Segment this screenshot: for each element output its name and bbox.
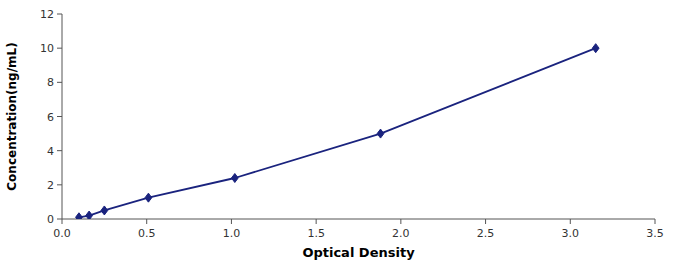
x-tick: [146, 219, 147, 224]
y-tick: [57, 82, 62, 83]
x-tick-label: 2.5: [477, 227, 495, 240]
y-tick: [57, 184, 62, 185]
x-tick: [400, 219, 401, 224]
x-axis-label: Optical Density: [302, 245, 415, 260]
x-tick: [316, 219, 317, 224]
x-tick: [485, 219, 486, 224]
marker: [86, 211, 93, 219]
y-tick: [57, 48, 62, 49]
marker: [145, 193, 152, 202]
x-tick-label: 3.5: [646, 227, 664, 240]
x-tick-label: 0.0: [53, 227, 71, 240]
y-tick-label: 4: [47, 145, 54, 158]
marker: [76, 213, 83, 219]
y-tick: [57, 219, 62, 220]
y-axis-label: Concentration(ng/mL): [5, 42, 19, 190]
x-tick-label: 2.0: [392, 227, 410, 240]
x-tick: [570, 219, 571, 224]
y-tick-label: 10: [40, 42, 54, 55]
y-tick: [57, 14, 62, 15]
marker: [377, 129, 384, 138]
y-tick-label: 6: [47, 111, 54, 124]
y-tick: [57, 116, 62, 117]
y-tick-label: 2: [47, 179, 54, 192]
x-tick-label: 1.0: [223, 227, 241, 240]
chart: 0.0 0.5 1.0 1.5 2.0 2.5 3.0 3.5 0 2 4 6 8 10 12 Optical…: [0, 0, 673, 265]
marker: [101, 206, 108, 215]
y-tick: [57, 150, 62, 151]
marker: [231, 174, 238, 183]
marker: [592, 44, 599, 53]
x-tick: [231, 219, 232, 224]
y-tick-label: 12: [40, 8, 54, 21]
y-tick-label: 8: [47, 76, 54, 89]
y-tick-label: 0: [47, 213, 54, 226]
line: [79, 48, 596, 217]
x-tick-label: 0.5: [138, 227, 156, 240]
x-tick: [655, 219, 656, 224]
x-tick-label: 3.0: [562, 227, 580, 240]
x-tick-label: 1.5: [307, 227, 325, 240]
x-tick: [62, 219, 63, 224]
y-axis-line: [62, 14, 63, 219]
plot-area: [76, 44, 600, 219]
x-axis-line: [62, 219, 655, 220]
